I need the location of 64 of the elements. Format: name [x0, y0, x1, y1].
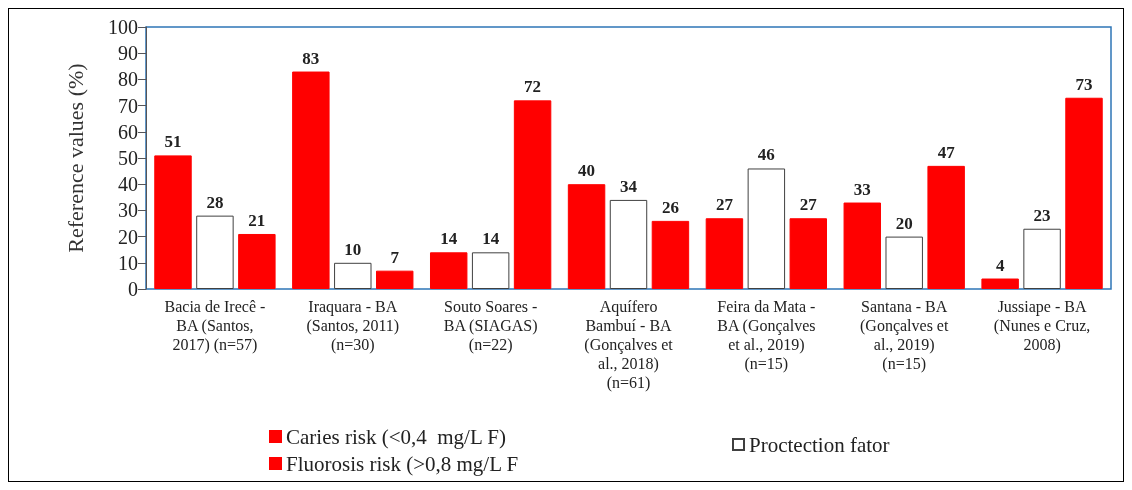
bar: [843, 202, 881, 289]
data-label: 73: [1075, 74, 1093, 94]
bar: [651, 220, 690, 289]
legend-label: Proctection fator: [749, 432, 890, 457]
data-label: 20: [895, 213, 913, 233]
data-label: 47: [937, 142, 956, 162]
y-tick-label: 50: [118, 147, 138, 169]
bar: [705, 218, 744, 289]
bar: [927, 165, 965, 289]
data-label: 83: [302, 48, 320, 68]
y-tick-label: 80: [118, 68, 138, 91]
x-tick-label: Feira da Mata - BA (Gonçalves et al., 2019) (n=15): [717, 298, 816, 373]
data-label: 40: [578, 161, 596, 181]
y-tick-label: 20: [118, 225, 138, 248]
data-label: 34: [620, 176, 638, 196]
bar: [292, 71, 330, 289]
bar: [1023, 228, 1061, 289]
y-tick-label: 40: [118, 173, 138, 196]
bar: [789, 218, 828, 289]
bar: [154, 155, 192, 289]
bar: [885, 236, 923, 289]
bar: [334, 262, 372, 289]
y-tick-label: 30: [118, 199, 138, 222]
y-tick-label: 90: [118, 42, 138, 65]
bar: [1065, 97, 1103, 289]
data-label: 14: [440, 229, 458, 249]
x-tick-label: Souto Soares - BA (SIAGAS) (n=22): [443, 298, 538, 354]
data-label: 23: [1033, 205, 1051, 225]
y-axis-title: Reference values (%): [62, 63, 88, 253]
data-label: 7: [390, 247, 400, 267]
data-label: 72: [524, 77, 542, 97]
data-label: 46: [757, 145, 775, 165]
bar: [238, 233, 276, 289]
data-label: 14: [482, 229, 500, 249]
y-tick-label: 10: [118, 251, 138, 274]
bar: [981, 278, 1019, 289]
bar: [471, 252, 510, 289]
data-label: 27: [799, 195, 818, 215]
bar: [429, 252, 468, 289]
data-label: 27: [715, 195, 734, 215]
x-tick-label: Santana - BA (Gonçalves et al., 2019) (n=15): [860, 298, 949, 373]
y-tick-label: 70: [118, 94, 138, 117]
data-label: 33: [853, 179, 871, 199]
x-tick-label: Jussiape - BA (Nunes e Cruz, 2008): [993, 298, 1091, 354]
x-tick-label: Bacia de Irecê - BA (Santos, 2017) (n=57): [164, 298, 266, 354]
bar: [196, 215, 234, 289]
y-tick-label: 0: [128, 278, 138, 300]
data-label: 21: [248, 210, 266, 230]
y-tick-label: 60: [118, 120, 138, 143]
bar: [376, 270, 414, 289]
data-label: 10: [344, 239, 362, 259]
x-tick-label: Aquífero Bambuí - BA (Gonçalves et al., 2018) (n=61): [584, 298, 674, 392]
bar: [513, 100, 552, 289]
bar: [747, 168, 786, 289]
data-label: 26: [661, 197, 679, 217]
legend-label: Caries risk (<0,4 mg/L F): [286, 424, 506, 449]
data-label: 28: [206, 192, 224, 212]
bar: [609, 199, 648, 289]
data-label: 4: [995, 255, 1005, 275]
y-tick-label: 100: [108, 16, 138, 38]
bar: [567, 184, 606, 289]
data-label: 51: [164, 132, 182, 152]
legend-label: Fluorosis risk (>0,8 mg/L F: [286, 451, 519, 476]
x-tick-label: Iraquara - BA (Santos, 2011) (n=30): [306, 298, 400, 354]
